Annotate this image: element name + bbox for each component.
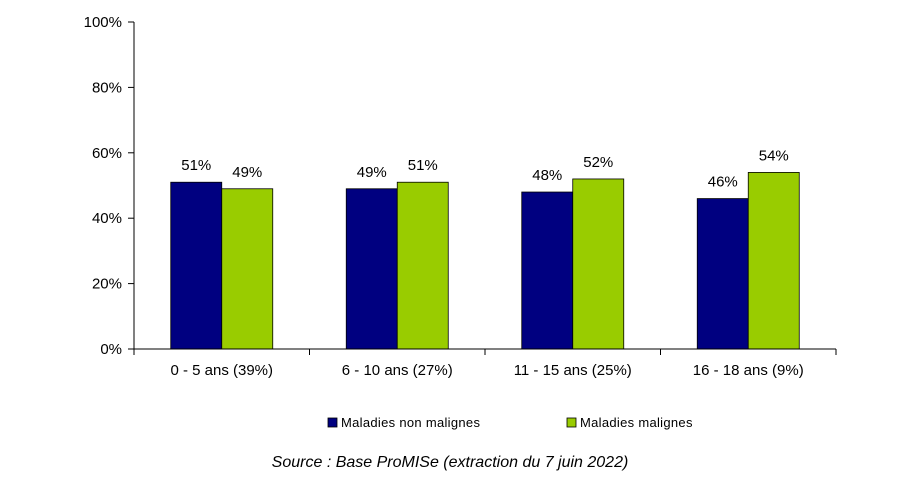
bar-non-malignes-2 bbox=[521, 191, 574, 350]
legend-swatch bbox=[566, 417, 577, 428]
data-label: 49% bbox=[357, 164, 387, 181]
x-tick-label: 11 - 15 ans (25%) bbox=[514, 362, 632, 379]
legend-label: Maladies non malignes bbox=[341, 415, 480, 430]
x-tick-label: 16 - 18 ans (9%) bbox=[693, 362, 804, 379]
y-tick-label: 20% bbox=[92, 276, 122, 293]
legend-swatch bbox=[327, 417, 338, 428]
legend-label: Maladies malignes bbox=[580, 415, 693, 430]
data-label: 52% bbox=[583, 154, 613, 171]
y-tick-label: 100% bbox=[84, 14, 122, 31]
bar-non-malignes-3 bbox=[696, 198, 749, 350]
data-label: 54% bbox=[759, 147, 789, 164]
data-label: 48% bbox=[532, 167, 562, 184]
bar-non-malignes-0 bbox=[170, 181, 223, 350]
x-tick-label: 6 - 10 ans (27%) bbox=[342, 362, 453, 379]
y-tick-label: 60% bbox=[92, 145, 122, 162]
axes-layer: 0 - 5 ans (39%) 6 - 10 ans (27%) 11 - 15 a… bbox=[84, 14, 837, 379]
bar-malignes-2 bbox=[572, 178, 625, 350]
source-note: Source : Base ProMISe (extraction du 7 j… bbox=[271, 454, 629, 471]
bar-malignes-3 bbox=[747, 172, 800, 350]
y-tick-label: 40% bbox=[92, 210, 122, 227]
data-label: 49% bbox=[232, 164, 262, 181]
data-label: 46% bbox=[708, 174, 738, 191]
y-tick-label: 80% bbox=[92, 79, 122, 96]
data-label: 51% bbox=[181, 157, 211, 174]
bar-non-malignes-1 bbox=[345, 188, 398, 350]
data-label: 51% bbox=[408, 157, 438, 174]
bar-malignes-1 bbox=[396, 181, 449, 350]
legend: Maladies non malignes Maladies malignes bbox=[327, 415, 693, 430]
bar-malignes-0 bbox=[221, 188, 274, 350]
x-tick-label: 0 - 5 ans (39%) bbox=[170, 362, 273, 379]
y-tick-label: 0% bbox=[100, 341, 122, 358]
bars-layer bbox=[170, 172, 800, 350]
data-labels-layer: 51% 49% 49% 51% 48% 52% 46% 54% bbox=[181, 147, 789, 190]
